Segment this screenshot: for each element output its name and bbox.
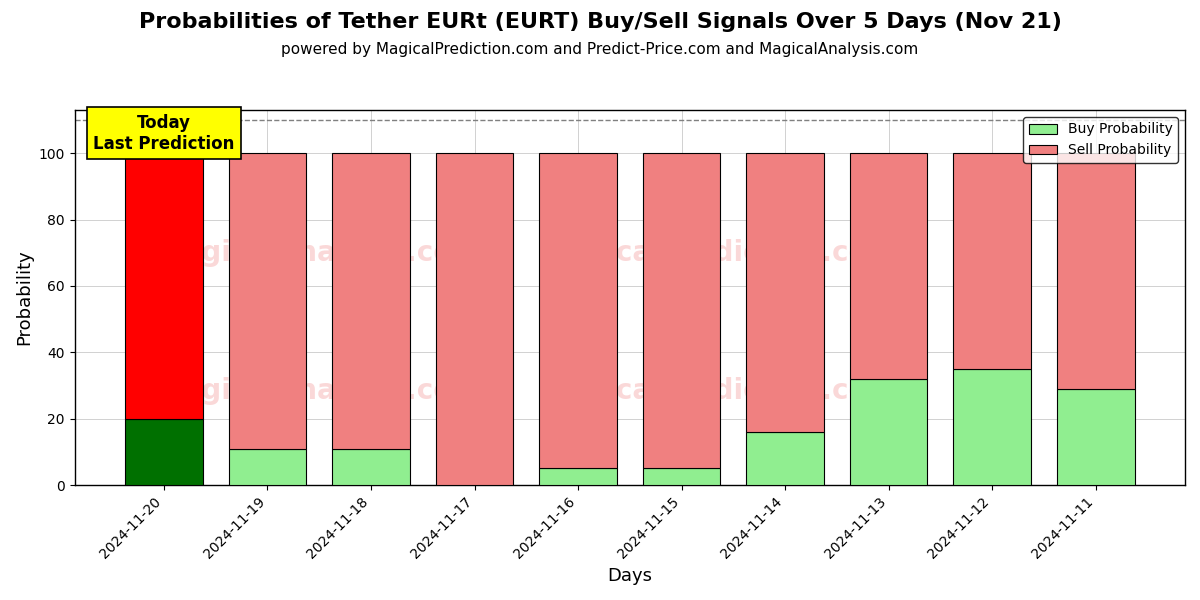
Text: Probabilities of Tether EURt (EURT) Buy/Sell Signals Over 5 Days (Nov 21): Probabilities of Tether EURt (EURT) Buy/…	[138, 12, 1062, 32]
Bar	[332, 153, 410, 449]
Bar	[229, 449, 306, 485]
X-axis label: Days: Days	[607, 567, 653, 585]
Bar	[850, 153, 928, 379]
Bar	[539, 469, 617, 485]
Bar	[643, 153, 720, 469]
Text: Today
Last Prediction: Today Last Prediction	[94, 114, 235, 152]
Text: MagicalAnalysis.com: MagicalAnalysis.com	[156, 377, 482, 406]
Bar	[953, 153, 1031, 369]
Bar	[539, 153, 617, 469]
Bar	[850, 379, 928, 485]
Text: powered by MagicalPrediction.com and Predict-Price.com and MagicalAnalysis.com: powered by MagicalPrediction.com and Pre…	[281, 42, 919, 57]
Bar	[1057, 153, 1134, 389]
Bar	[332, 449, 410, 485]
Bar	[125, 419, 203, 485]
Bar	[953, 369, 1031, 485]
Bar	[643, 469, 720, 485]
Legend: Buy Probability, Sell Probability: Buy Probability, Sell Probability	[1024, 117, 1178, 163]
Bar	[229, 153, 306, 449]
Bar	[746, 153, 824, 432]
Bar	[1057, 389, 1134, 485]
Bar	[746, 432, 824, 485]
Text: MagicalAnalysis.com: MagicalAnalysis.com	[156, 239, 482, 266]
Text: MagicalPrediction.com: MagicalPrediction.com	[540, 239, 896, 266]
Bar	[436, 153, 514, 485]
Text: MagicalPrediction.com: MagicalPrediction.com	[540, 377, 896, 406]
Y-axis label: Probability: Probability	[16, 250, 34, 346]
Bar	[125, 153, 203, 419]
